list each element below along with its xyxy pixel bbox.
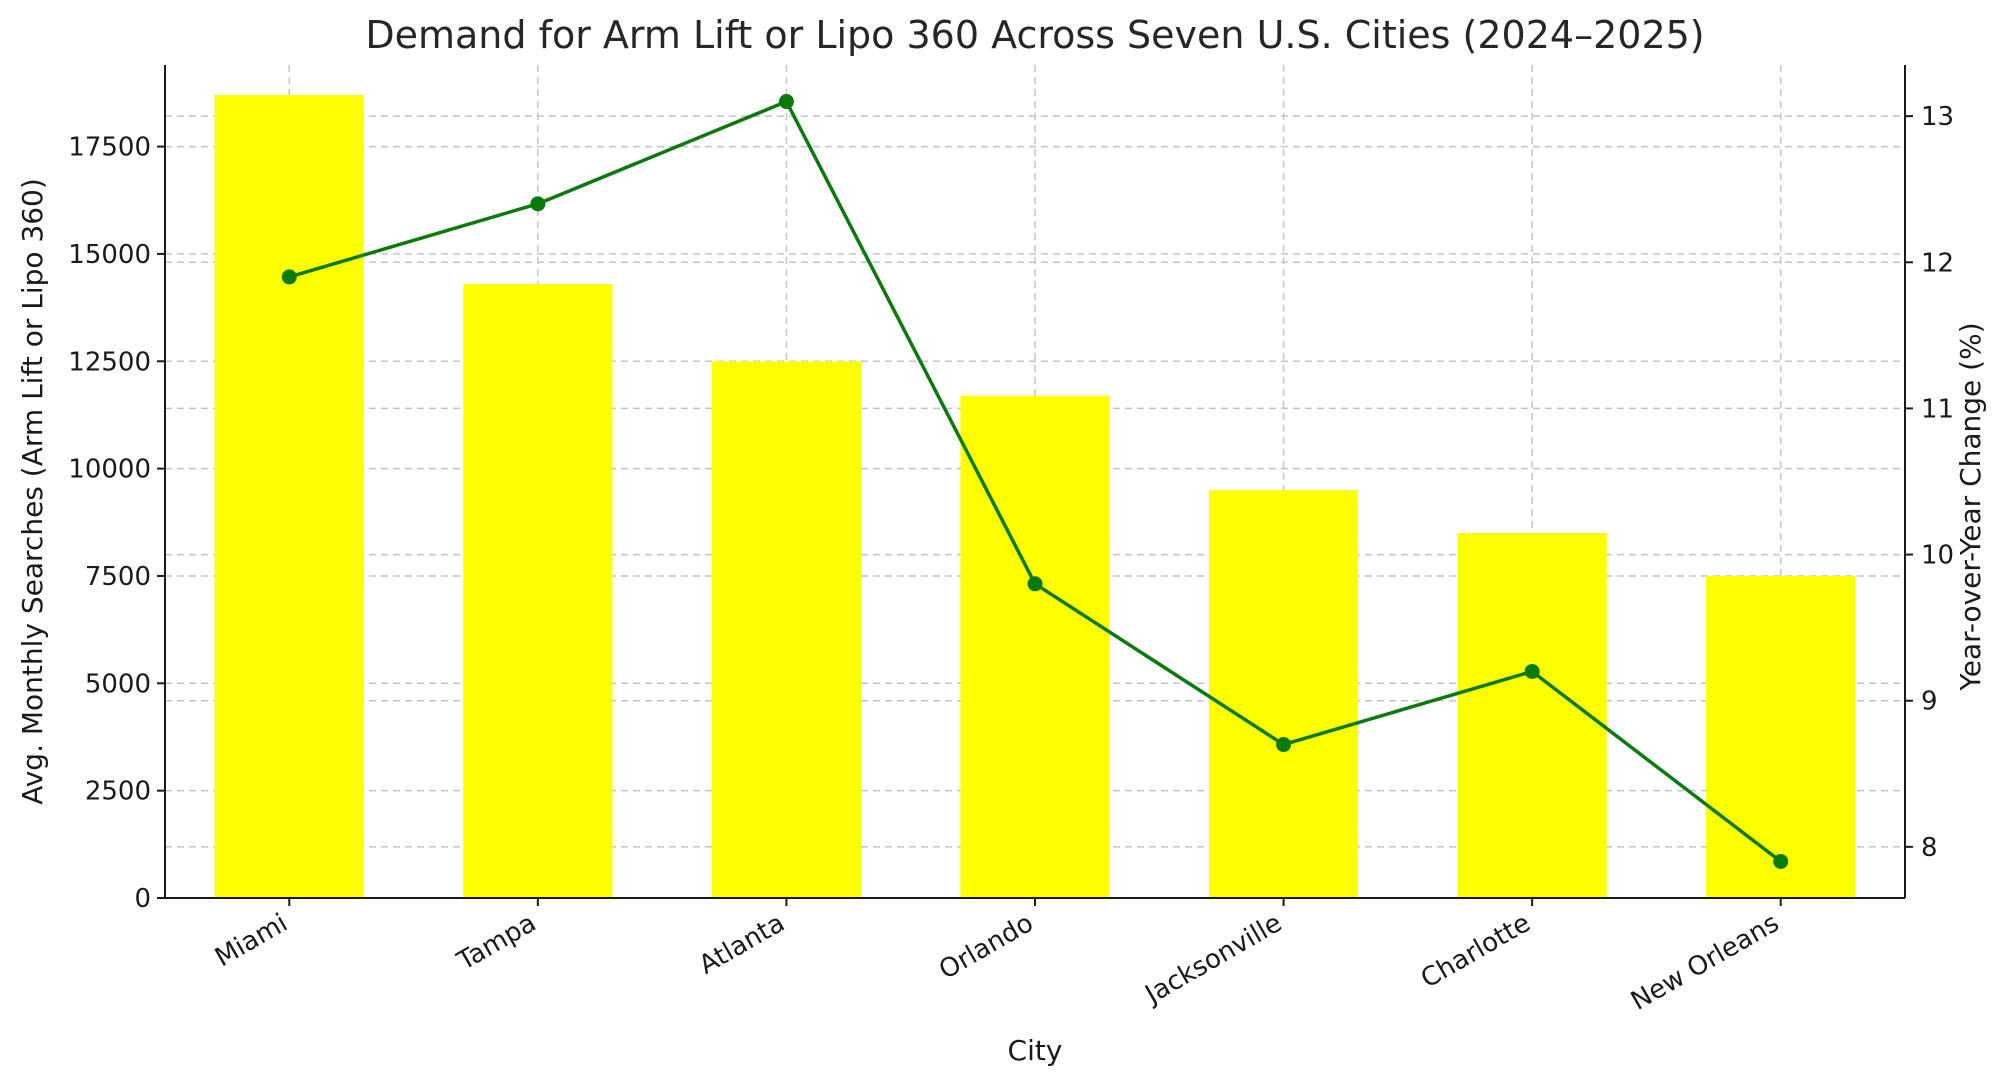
y-axis-label: Avg. Monthly Searches (Arm Lift or Lipo …: [16, 178, 49, 805]
y-tick-label: 10000: [68, 455, 151, 485]
chart-title: Demand for Arm Lift or Lipo 360 Across S…: [365, 13, 1704, 57]
line-point: [1276, 737, 1292, 753]
grid-layer: [165, 65, 1905, 898]
y-tick-label: 5000: [85, 669, 151, 699]
y2-axis-label: Year-over-Year Change (%): [1954, 322, 1987, 691]
bar: [214, 95, 364, 898]
x-tick-label: Tampa: [452, 908, 542, 977]
bar: [1457, 533, 1607, 898]
y-tick-label: 12500: [68, 347, 151, 377]
x-tick-label: Atlanta: [694, 908, 790, 981]
x-tick-label: Charlotte: [1416, 908, 1536, 994]
y2-tick-label: 11: [1921, 394, 1954, 424]
line-point: [778, 94, 794, 110]
y2-tick-label: 8: [1921, 833, 1938, 863]
y2-tick-label: 13: [1921, 102, 1954, 132]
x-tick-label: Orlando: [934, 908, 1038, 986]
bar-layer: [214, 95, 1856, 899]
y2-tick-label: 10: [1921, 541, 1954, 571]
bar: [1706, 575, 1856, 898]
bar: [711, 361, 861, 898]
y2-tick-label: 9: [1921, 687, 1938, 717]
x-tick-label: Jacksonville: [1139, 908, 1287, 1011]
y2-tick-label: 12: [1921, 248, 1954, 278]
x-tick-label: New Orleans: [1626, 908, 1784, 1017]
bar: [1209, 490, 1359, 898]
y-tick-label: 17500: [68, 133, 151, 163]
line-layer: [281, 94, 1789, 869]
y-tick-label: 7500: [85, 562, 151, 592]
line-point: [530, 196, 546, 212]
x-tick-label: Miami: [210, 908, 293, 973]
y-tick-label: 15000: [68, 240, 151, 270]
line-point: [1773, 853, 1789, 869]
line-point: [1027, 576, 1043, 592]
line-point: [1524, 663, 1540, 679]
bar: [960, 395, 1110, 898]
bar: [463, 283, 613, 899]
x-axis-label: City: [1008, 1034, 1063, 1067]
y-tick-label: 0: [134, 884, 151, 914]
y-tick-label: 2500: [85, 777, 151, 807]
line-point: [281, 269, 297, 285]
